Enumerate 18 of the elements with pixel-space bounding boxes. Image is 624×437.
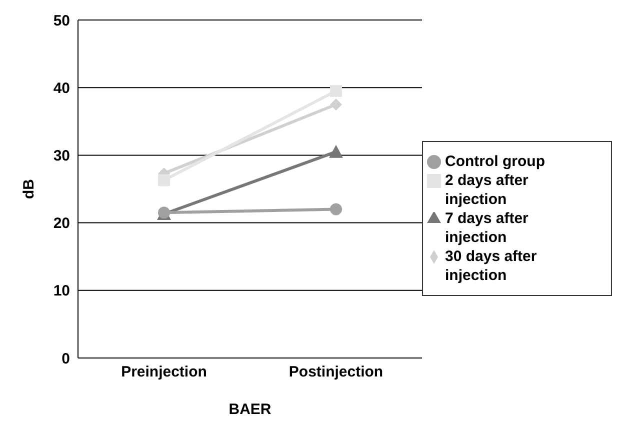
y-tick-label: 40 [53, 80, 70, 97]
x-tick-label: Preinjection [121, 364, 207, 381]
point [330, 203, 342, 216]
legend-label: 7 days after injection [445, 208, 530, 246]
legend-label: 2 days after injection [445, 170, 530, 208]
point [330, 84, 342, 97]
x-axis-title: BAER [228, 401, 272, 418]
point [158, 174, 170, 186]
point [330, 98, 342, 110]
y-axis-title: dB [20, 178, 38, 199]
x-tick-label: Postinjection [288, 364, 384, 381]
y-tick-label: 30 [53, 148, 70, 165]
legend-label: 30 days after injection [445, 246, 538, 284]
y-tick-label: 20 [53, 215, 70, 232]
legend-label: Control group [445, 152, 546, 170]
y-tick-label: 10 [53, 282, 70, 300]
y-tick-label: 0 [62, 350, 70, 368]
y-tick-label: 50 [53, 12, 70, 30]
